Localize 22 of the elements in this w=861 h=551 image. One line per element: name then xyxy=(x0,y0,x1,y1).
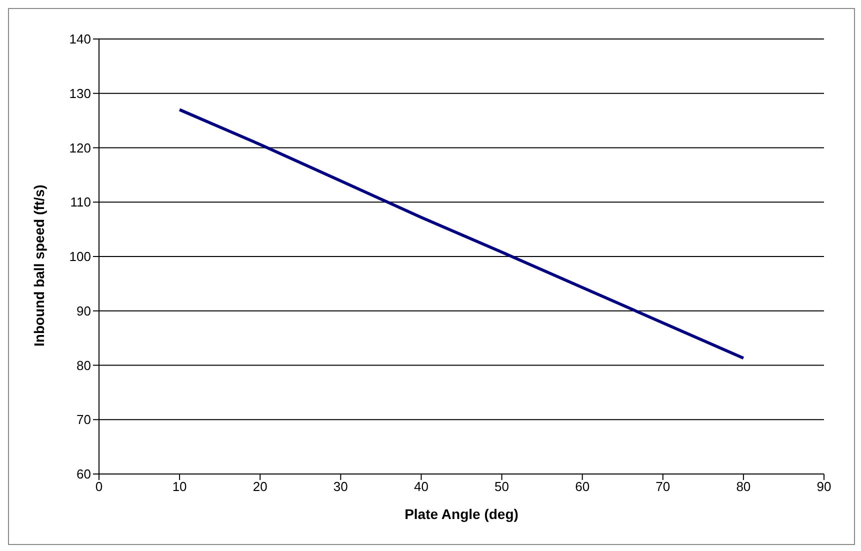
x-axis-title: Plate Angle (deg) xyxy=(404,506,518,522)
line-series xyxy=(178,108,745,360)
x-tick-label: 40 xyxy=(414,479,428,494)
x-tick-label: 60 xyxy=(575,479,590,494)
y-tick-label: 140 xyxy=(69,32,91,47)
x-tick-label: 70 xyxy=(656,479,670,494)
y-tick-label: 120 xyxy=(69,140,91,156)
x-tick-label: 10 xyxy=(172,479,187,494)
y-tick-label: 90 xyxy=(76,303,91,318)
y-tick-label: 130 xyxy=(69,86,91,101)
x-tick-label: 90 xyxy=(816,479,832,494)
x-tick-label: 20 xyxy=(252,479,268,494)
y-tick-label: 110 xyxy=(70,194,91,210)
x-tick-label: 80 xyxy=(736,479,751,494)
y-tick-label: 70 xyxy=(76,412,91,428)
x-tick-label: 50 xyxy=(494,479,510,494)
y-axis-title: Inbound ball speed (ft/s) xyxy=(30,184,47,346)
y-tick-label: 60 xyxy=(76,466,91,482)
x-tick-label: 30 xyxy=(333,479,348,494)
x-tick-label: 0 xyxy=(95,479,103,494)
y-tick-label: 80 xyxy=(76,358,91,373)
y-tick-label: 100 xyxy=(69,249,91,264)
